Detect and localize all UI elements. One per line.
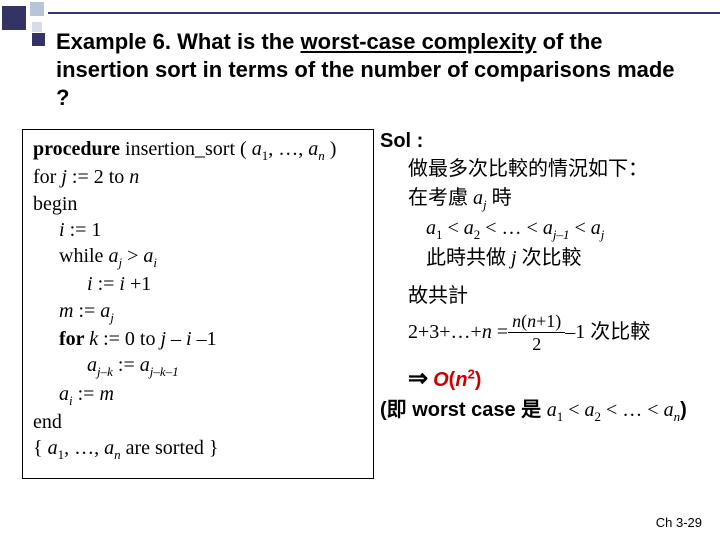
sol-r2: 在考慮 aj 時 [380,185,718,213]
title-underlined: worst-case complexity [301,29,537,54]
top-rule [48,12,720,14]
algorithm-box: procedure insertion_sort ( a1, …, an ) f… [22,129,374,479]
sol-header: Sol : [380,128,718,154]
algo-line-10: ai := m [33,381,363,409]
algo-line-2: for j := 2 to n [33,164,363,190]
algo-line-12: { a1, …, an are sorted } [33,435,363,463]
algo-line-11: end [33,409,363,435]
algo-line-1: procedure insertion_sort ( a1, …, an ) [33,136,363,164]
algo-line-8: for k := 0 to j – i –1 [33,326,363,352]
sol-r1: 做最多次比較的情況如下： [380,156,718,182]
algo-line-3: begin [33,191,363,217]
page-footer: Ch 3-29 [656,515,702,530]
algo-line-9: aj–k := aj–k–1 [33,352,363,380]
algo-line-5: while aj > ai [33,243,363,271]
fraction: n(n+1) 2 [508,312,565,353]
sol-r5: 故共計 [380,283,718,309]
title-prefix: Example 6. What is the [56,29,301,54]
sol-r3: a1 < a2 < … < aj–1 < aj [380,215,718,243]
sol-r8: (即 worst case 是 a1 < a2 < … < an) [380,397,718,425]
implies-icon: ⇒ [408,365,428,392]
example-title: Example 6. What is the worst-case comple… [56,28,676,112]
solution-block: Sol : 做最多次比較的情況如下： 在考慮 aj 時 a1 < a2 < … … [380,128,718,427]
sol-r7: ⇒ O(n2) [380,363,718,395]
algo-line-6: i := i +1 [33,271,363,297]
bullet-icon [32,33,45,46]
algo-line-4: i := 1 [33,217,363,243]
algo-line-7: m := aj [33,298,363,326]
sol-r6: 2+3+…+n = n(n+1) 2 –1 次比較 [380,312,718,353]
corner-decoration [0,0,60,50]
sol-r4: 此時共做 j 次比較 [380,245,718,271]
